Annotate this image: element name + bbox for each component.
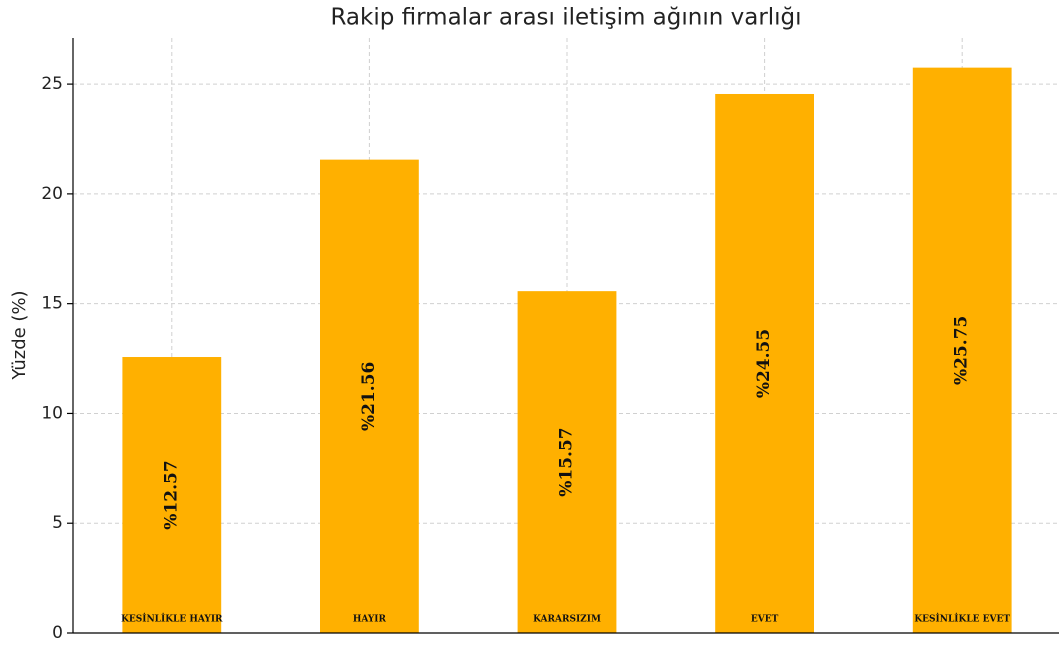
bar: [320, 159, 419, 633]
y-tick-label: 5: [52, 513, 63, 533]
bar: [912, 67, 1012, 634]
y-tick-label: 15: [41, 294, 63, 314]
bar: [517, 291, 617, 633]
y-tick-label: 25: [41, 74, 63, 94]
bar: [122, 357, 222, 633]
value-label: %21.56: [359, 362, 379, 431]
category-label: KARARSIZIM: [533, 615, 601, 625]
y-tick-label: 10: [41, 403, 63, 423]
y-axis-label: Yüzde (%): [9, 290, 30, 380]
category-label: KESİNLİKLE HAYIR: [121, 612, 223, 625]
value-label: %15.57: [557, 427, 577, 496]
category-label: KESİNLİKLE EVET: [914, 612, 1010, 625]
value-label: %24.55: [754, 329, 774, 398]
category-label: EVET: [751, 615, 779, 625]
value-label: %12.57: [161, 460, 181, 529]
bar: [715, 93, 814, 634]
chart-title: Rakip firmalar arası iletişim ağının var…: [330, 5, 801, 31]
value-label: %25.75: [952, 316, 972, 385]
category-label: HAYIR: [353, 615, 387, 625]
y-tick-label: 20: [41, 184, 63, 204]
y-tick-label: 0: [52, 623, 63, 643]
